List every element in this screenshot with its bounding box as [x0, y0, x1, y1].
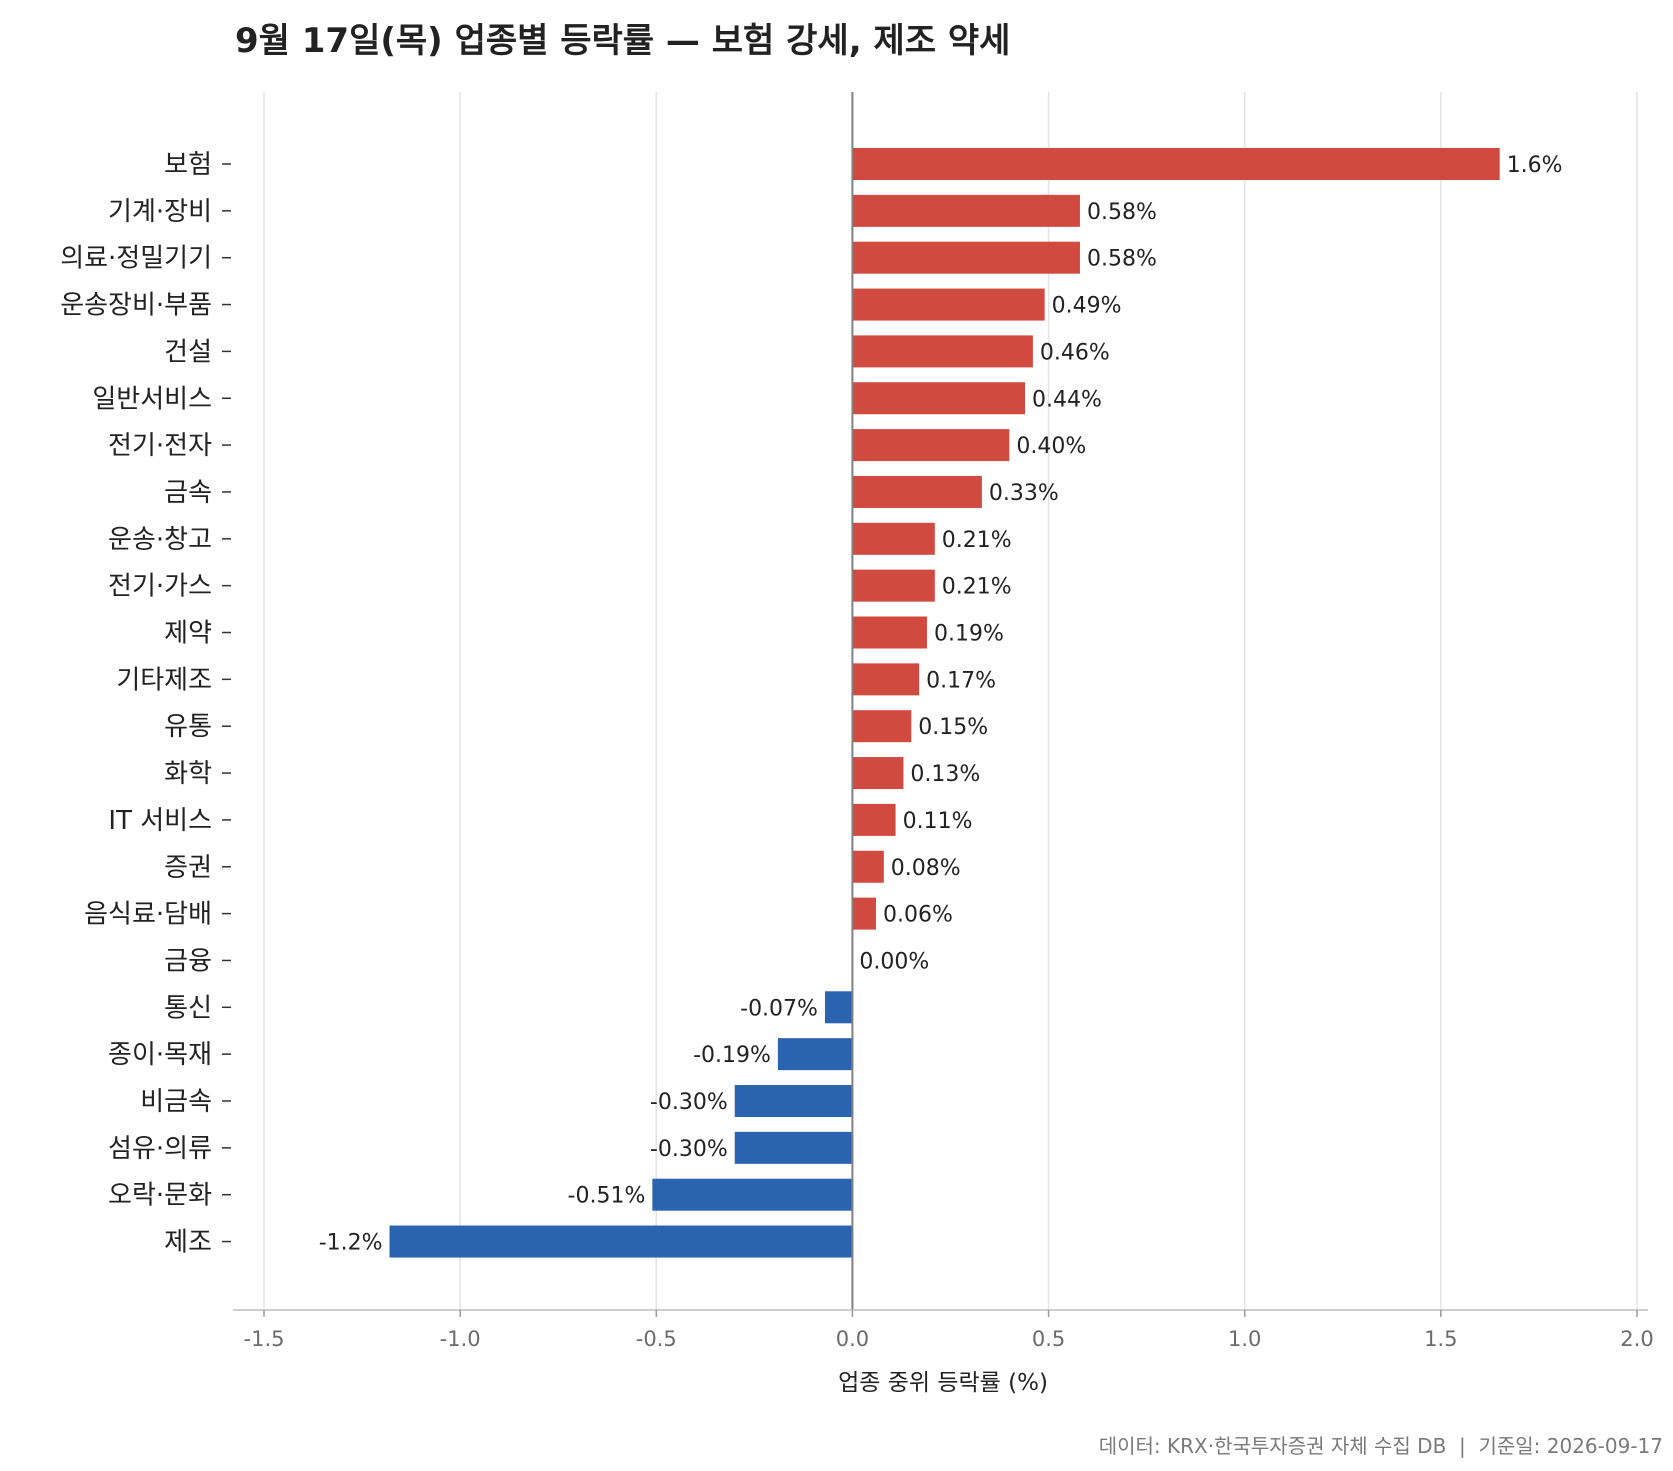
bar-value-label: 0.15% [918, 715, 988, 740]
bar-value-label: 0.08% [891, 856, 961, 881]
bar [852, 757, 904, 790]
x-axis-ticks: -1.5 -1.0 -0.5 0.0 0.5 1.0 1.5 2.0 [244, 1310, 1654, 1351]
category-label: 건설 [164, 337, 212, 367]
category-label: 종이·목재 [108, 1040, 212, 1070]
bar [852, 663, 920, 696]
x-tick-label: -0.5 [636, 1327, 677, 1351]
bar-value-label: -0.07% [740, 996, 818, 1021]
category-label: 전기·가스 [108, 572, 212, 602]
grid-lines [263, 92, 1638, 1310]
bar-value-label: 0.19% [934, 622, 1004, 647]
x-axis-title: 업종 중위 등락률 (%) [838, 1370, 1048, 1396]
bar [852, 382, 1026, 415]
category-label: 기계·장비 [108, 197, 212, 227]
bar-value-label: 0.11% [903, 809, 973, 834]
x-tick-label: 0.5 [1032, 1327, 1065, 1351]
bar-value-label: 0.40% [1016, 434, 1086, 459]
bar [852, 569, 935, 602]
bar [852, 148, 1500, 180]
category-label: 운송·창고 [108, 525, 212, 555]
x-tick-label: 1.5 [1424, 1327, 1457, 1351]
bar-value-label: 0.46% [1040, 340, 1110, 365]
x-tick-label: 1.0 [1228, 1327, 1261, 1351]
bar-value-label: 0.58% [1087, 247, 1157, 272]
bar [652, 1178, 853, 1211]
bar-value-label: -0.51% [568, 1184, 646, 1209]
bar [852, 616, 927, 649]
bar [852, 897, 876, 930]
bar [852, 288, 1045, 321]
bar-value-label: -0.30% [650, 1137, 728, 1162]
category-label: 기타제조 [116, 665, 212, 695]
bar-value-label: 0.33% [989, 481, 1059, 506]
category-label: 통신 [164, 993, 212, 1023]
bar [389, 1225, 853, 1258]
category-label: 일반서비스 [92, 384, 212, 414]
bar [852, 710, 912, 743]
bar [777, 1038, 853, 1071]
bar-value-label: 0.13% [910, 762, 980, 787]
bar [852, 475, 982, 508]
x-tick-label: -1.0 [440, 1327, 481, 1351]
bar-value-label: 0.00% [859, 949, 929, 974]
bars: 1.6% 0.58% 0.58% 0.49% 0.46% 0.44% 0.40% 0.33% 0… [319, 148, 1563, 1258]
chart-title: 9월 17일(목) 업종별 등락률 — 보험 강세, 제조 약세 [235, 21, 1010, 61]
category-label: 섬유·의류 [108, 1134, 212, 1164]
category-label: 유통 [164, 712, 212, 742]
bar [852, 850, 884, 883]
bar [852, 194, 1080, 227]
bar [734, 1131, 853, 1164]
category-label: 화학 [164, 759, 212, 789]
category-label: 의료·정밀기기 [60, 244, 212, 274]
bar [852, 335, 1033, 368]
bar-value-label: 0.17% [926, 668, 996, 693]
x-tick-label: -1.5 [244, 1327, 285, 1351]
bar [824, 991, 853, 1024]
category-label: 금속 [164, 478, 212, 508]
bar [852, 241, 1080, 274]
category-label: 운송장비·부품 [60, 291, 212, 321]
bar-value-label: -0.30% [650, 1090, 728, 1115]
bar [852, 803, 896, 836]
bar-value-label: -1.2% [319, 1231, 383, 1256]
bar [852, 429, 1010, 462]
category-label: 전기·전자 [108, 431, 212, 461]
bar-value-label: 0.06% [883, 903, 953, 928]
bar-value-label: -0.19% [693, 1043, 771, 1068]
bar [734, 1085, 853, 1117]
bar-value-label: 0.58% [1087, 200, 1157, 225]
category-label: 증권 [164, 853, 212, 883]
bar [852, 522, 935, 555]
bar-value-label: 1.6% [1507, 153, 1563, 178]
bar-value-label: 0.44% [1032, 387, 1102, 412]
category-label: 오락·문화 [108, 1181, 212, 1211]
x-tick-label: 0.0 [836, 1327, 869, 1351]
x-tick-label: 2.0 [1620, 1327, 1653, 1351]
category-label: 제조 [164, 1228, 212, 1258]
category-label: 제약 [164, 619, 212, 649]
category-label: IT 서비스 [108, 806, 212, 836]
bar-value-label: 0.21% [942, 575, 1012, 600]
footer-source: 데이터: KRX·한국투자증권 자체 수집 DB | 기준일: 2026-09-… [1099, 1434, 1663, 1458]
category-label: 음식료·담배 [84, 900, 212, 930]
category-label: 비금속 [140, 1087, 212, 1117]
category-label: 보험 [164, 150, 212, 180]
bar-value-label: 0.21% [942, 528, 1012, 553]
bar-value-label: 0.49% [1052, 294, 1122, 319]
category-labels: 보험기계·장비의료·정밀기기운송장비·부품건설일반서비스전기·전자금속운송·창고… [60, 150, 231, 1258]
category-label: 금융 [164, 946, 212, 976]
